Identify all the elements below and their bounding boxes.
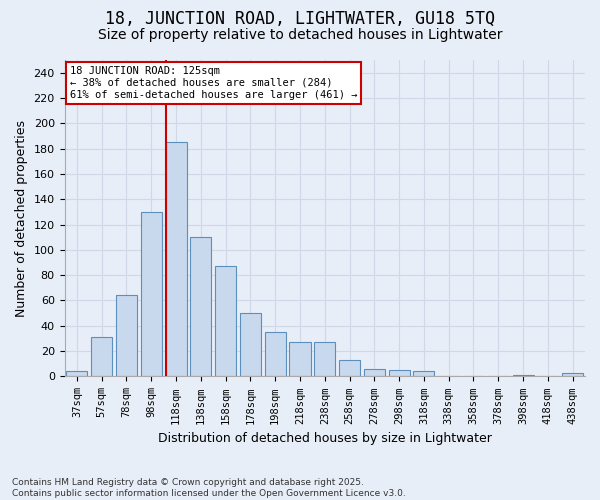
Text: 18, JUNCTION ROAD, LIGHTWATER, GU18 5TQ: 18, JUNCTION ROAD, LIGHTWATER, GU18 5TQ <box>105 10 495 28</box>
Bar <box>67 372 88 376</box>
Bar <box>339 360 360 376</box>
Bar <box>240 313 261 376</box>
Bar <box>389 370 410 376</box>
Bar <box>116 296 137 376</box>
X-axis label: Distribution of detached houses by size in Lightwater: Distribution of detached houses by size … <box>158 432 492 445</box>
Bar <box>512 375 533 376</box>
Bar <box>562 372 583 376</box>
Bar <box>190 237 211 376</box>
Bar <box>364 369 385 376</box>
Bar <box>289 342 311 376</box>
Bar <box>413 372 434 376</box>
Bar <box>215 266 236 376</box>
Text: 18 JUNCTION ROAD: 125sqm
← 38% of detached houses are smaller (284)
61% of semi-: 18 JUNCTION ROAD: 125sqm ← 38% of detach… <box>70 66 357 100</box>
Bar <box>91 337 112 376</box>
Bar <box>166 142 187 376</box>
Y-axis label: Number of detached properties: Number of detached properties <box>15 120 28 316</box>
Bar <box>314 342 335 376</box>
Text: Contains HM Land Registry data © Crown copyright and database right 2025.
Contai: Contains HM Land Registry data © Crown c… <box>12 478 406 498</box>
Text: Size of property relative to detached houses in Lightwater: Size of property relative to detached ho… <box>98 28 502 42</box>
Bar <box>265 332 286 376</box>
Bar <box>141 212 162 376</box>
